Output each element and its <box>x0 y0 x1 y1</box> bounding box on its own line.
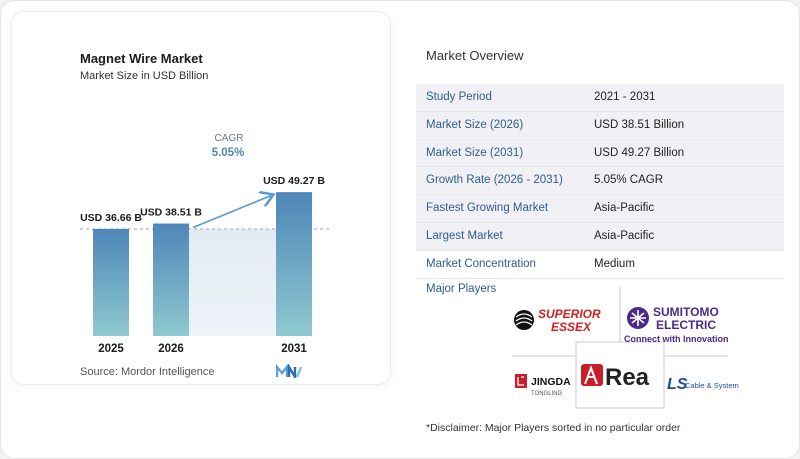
mordor-logo-icon <box>276 364 302 378</box>
bar-2031 <box>276 192 312 336</box>
overview-label: Market Size (2031) <box>426 146 524 159</box>
bar-2026 <box>153 223 189 336</box>
overview-value: USD 38.51 Billion <box>594 118 685 131</box>
overview-row: Growth Rate (2026 - 2031) 5.05% CAGR <box>416 167 784 196</box>
cagr-value: 5.05% <box>212 147 245 159</box>
overview-value: Asia-Pacific <box>594 202 655 215</box>
overview-row: Market Concentration Medium <box>416 251 784 279</box>
overview-label: Largest Market <box>426 229 503 242</box>
overview-value: Asia-Pacific <box>594 229 655 242</box>
overview-value: Medium <box>594 257 635 270</box>
cagr-label: CAGR <box>215 133 244 144</box>
overview-label: Market Size (2026) <box>426 118 524 131</box>
overview-label: Fastest Growing Market <box>426 202 549 215</box>
overview-label: Study Period <box>426 91 492 103</box>
overview-value: 5.05% CAGR <box>594 174 664 187</box>
x-tick-label: 2026 <box>158 343 184 355</box>
chart-subtitle: Market Size in USD Billion <box>80 70 209 82</box>
svg-text:Rea: Rea <box>605 364 650 391</box>
bar-value-label: USD 49.27 B <box>263 175 325 187</box>
superior-essex-logo: SUPERIOR ESSEX <box>514 307 601 334</box>
ls-cable-logo: LS Cable & System <box>667 376 739 393</box>
market-overview-title: Market Overview <box>426 48 524 63</box>
source-text: Source: Mordor Intelligence <box>80 366 215 378</box>
bar-2025 <box>93 228 129 336</box>
svg-text:TONGLING: TONGLING <box>531 391 563 397</box>
bar-value-label: USD 36.66 B <box>80 212 142 224</box>
overview-label: Market Concentration <box>426 257 536 270</box>
overview-label: Growth Rate (2026 - 2031) <box>426 174 563 187</box>
svg-text:Connect with Innovation: Connect with Innovation <box>624 334 729 344</box>
overview-row: Study Period 2021 - 2031 <box>416 84 784 112</box>
superior-essex-text: ESSEX <box>551 320 592 334</box>
svg-text:JINGDA: JINGDA <box>531 376 571 388</box>
overview-row: Largest Market Asia-Pacific <box>416 222 784 251</box>
jingda-logo: JINGDA TONGLING <box>515 374 575 397</box>
svg-text:Cable & System: Cable & System <box>685 381 739 390</box>
overview-row: Fastest Growing Market Asia-Pacific <box>416 195 784 223</box>
disclaimer-text: *Disclaimer: Major Players sorted in no … <box>426 422 681 434</box>
overview-value: USD 49.27 Billion <box>594 146 685 159</box>
major-players-label: Major Players <box>426 283 497 295</box>
bar-value-label: USD 38.51 B <box>140 207 202 219</box>
rea-logo: Rea <box>581 364 650 391</box>
superior-essex-text: SUPERIOR <box>538 307 601 321</box>
sumitomo-electric-logo: SUMITOMO ELECTRIC Connect with Innovatio… <box>624 305 729 344</box>
market-overview-table: Study Period 2021 - 2031 Market Size (20… <box>416 84 784 279</box>
comparison-band <box>189 228 276 336</box>
chart-title: Magnet Wire Market <box>80 51 203 66</box>
svg-text:LS: LS <box>667 376 688 393</box>
overview-row: Market Size (2026) USD 38.51 Billion <box>416 111 784 140</box>
svg-text:SUMITOMO: SUMITOMO <box>653 305 719 319</box>
overview-row: Market Size (2031) USD 49.27 Billion <box>416 139 784 168</box>
overview-value: 2021 - 2031 <box>594 91 656 103</box>
x-tick-label: 2025 <box>98 343 124 355</box>
cagr-arrow <box>192 195 272 229</box>
svg-text:ELECTRIC: ELECTRIC <box>656 318 716 332</box>
x-tick-label: 2031 <box>281 343 307 355</box>
bar-chart: USD 36.66 B 2025 USD 38.51 B 2026 USD 49.27 … <box>80 133 330 355</box>
